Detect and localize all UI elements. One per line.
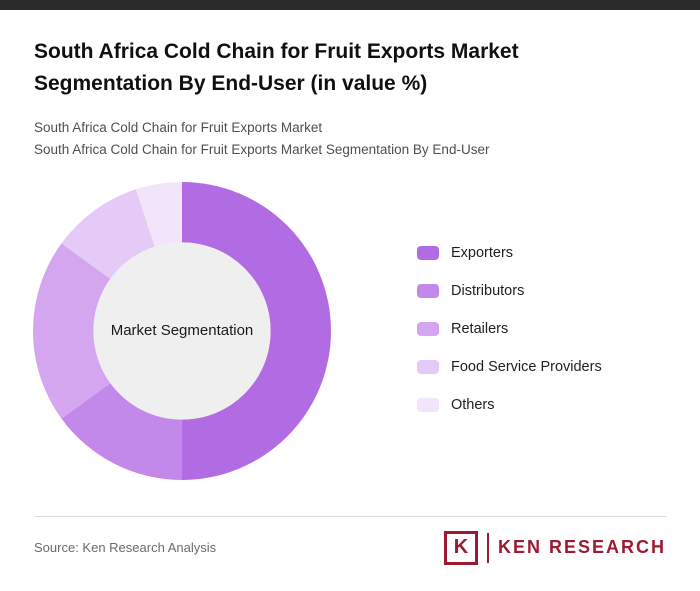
donut-segment: [135, 181, 182, 247]
legend-swatch: [417, 245, 439, 260]
footer-divider: [34, 515, 666, 517]
footer: Source: Ken Research Analysis K KEN RESE…: [0, 517, 700, 565]
donut-segment: [33, 242, 111, 419]
source-text: Source: Ken Research Analysis: [34, 540, 217, 556]
legend-label: Distributors: [451, 282, 525, 299]
legend-label: Food Service Providers: [451, 358, 602, 375]
report-page: South Africa Cold Chain for Fruit Export…: [0, 0, 700, 565]
legend-label: Others: [451, 396, 495, 413]
page-title: South Africa Cold Chain for Fruit Export…: [34, 40, 519, 95]
donut-segment: [61, 382, 182, 480]
logo-text: KEN RESEARCH: [497, 537, 666, 558]
top-bar: [0, 0, 700, 10]
legend-swatch: [417, 283, 439, 298]
chart-subtitles: South Africa Cold Chain for Fruit Export…: [34, 117, 666, 162]
donut-hole: [93, 241, 271, 420]
chart-subtitle-1: South Africa Cold Chain for Fruit Export…: [34, 120, 323, 135]
legend-label: Retailers: [451, 320, 509, 337]
legend: Exporters Distributors Retailers Food Servi…: [417, 244, 602, 414]
donut-segment: [182, 181, 331, 480]
legend-item: Others: [417, 396, 602, 414]
content-area: South Africa Cold Chain for Fruit Export…: [0, 10, 700, 482]
legend-item: Exporters: [417, 244, 602, 262]
legend-swatch: [417, 359, 439, 374]
logo-k-icon: K: [443, 530, 478, 565]
donut-segments: [33, 181, 331, 480]
legend-swatch: [417, 397, 439, 412]
logo-divider-bar: [486, 532, 489, 563]
ken-research-logo: K KEN RESEARCH: [443, 530, 666, 565]
chart-area: Market Segmentation Exporters Distributor…: [31, 180, 666, 482]
legend-item: Retailers: [417, 320, 602, 338]
legend-item: Food Service Providers: [417, 358, 602, 376]
legend-label: Exporters: [451, 244, 514, 261]
donut-chart: Market Segmentation: [31, 180, 333, 482]
chart-subtitle-2: South Africa Cold Chain for Fruit Export…: [34, 142, 490, 158]
donut-svg: [33, 181, 331, 480]
legend-swatch: [417, 321, 439, 336]
legend-item: Distributors: [417, 282, 602, 300]
donut-segment: [61, 188, 155, 279]
